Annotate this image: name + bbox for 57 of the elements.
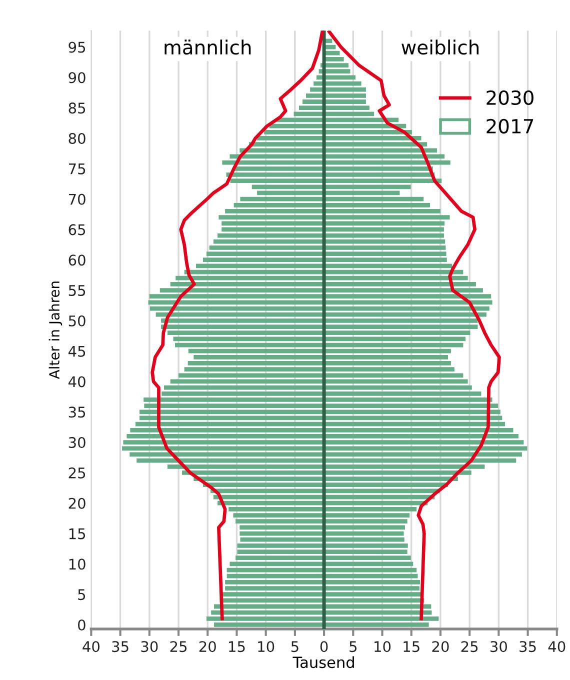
bar [222,227,324,232]
y-tick-label: 25 [68,467,86,478]
bar [218,233,324,238]
x-tick-label: 5 [350,641,357,652]
annotation: weiblich [402,40,479,55]
y-tick-label: 40 [68,376,86,388]
y-tick-label: 0 [78,619,86,630]
y-tick-label: 20 [68,498,86,509]
x-tick-label: 15 [229,641,245,652]
y-axis-title: Alter in Jahren [48,282,62,380]
bar [196,264,324,268]
x-tick-label: 35 [112,641,128,652]
y-tick-label: 80 [68,132,86,144]
x-tick-label: 5 [291,641,298,652]
x-tick-label: 0 [320,641,328,652]
y-tick-label: 30 [68,437,86,448]
bar [175,342,324,348]
bar [324,379,468,384]
y-tick-label: 5 [78,589,86,600]
x-axis-title: Tausend [292,656,354,668]
bar [226,568,324,572]
x-tick-label: 20 [432,641,449,652]
bar [324,342,464,348]
x-tick-label: 10 [258,641,274,652]
y-tick-label: 10 [69,558,86,570]
bar [324,264,452,268]
x-tick-label: 25 [170,641,187,652]
y-tick-label: 55 [68,285,86,296]
x-tick-label: 25 [461,641,478,652]
legend-label: 2017 [486,118,534,134]
bar [240,531,324,536]
x-tick-label: 30 [141,641,158,652]
x-tick-label: 35 [520,641,536,652]
y-tick-label: 95 [68,42,86,53]
bar [170,379,324,384]
y-tick-label: 50 [68,315,86,326]
y-tick-label: 70 [68,194,86,205]
y-tick-label: 75 [68,164,86,174]
y-tick-label: 60 [68,254,86,266]
x-tick-label: 10 [374,641,391,652]
x-tick-label: 20 [199,641,216,652]
bar [324,233,444,238]
y-tick-label: 85 [68,102,86,114]
y-tick-label: 65 [68,224,86,236]
x-tick-label: 40 [548,641,566,652]
y-tick-label: 90 [68,72,86,84]
x-tick-label: 15 [404,641,420,652]
y-tick-label: 35 [68,406,86,418]
bar [240,196,324,202]
legend-label: 2030 [486,90,534,106]
bar [324,196,424,202]
x-tick-label: 30 [490,641,507,652]
bar [324,227,444,232]
bar [240,525,324,530]
annotation: männlich [164,40,251,55]
y-tick-label: 45 [68,346,86,357]
y-tick-label: 15 [69,528,86,540]
